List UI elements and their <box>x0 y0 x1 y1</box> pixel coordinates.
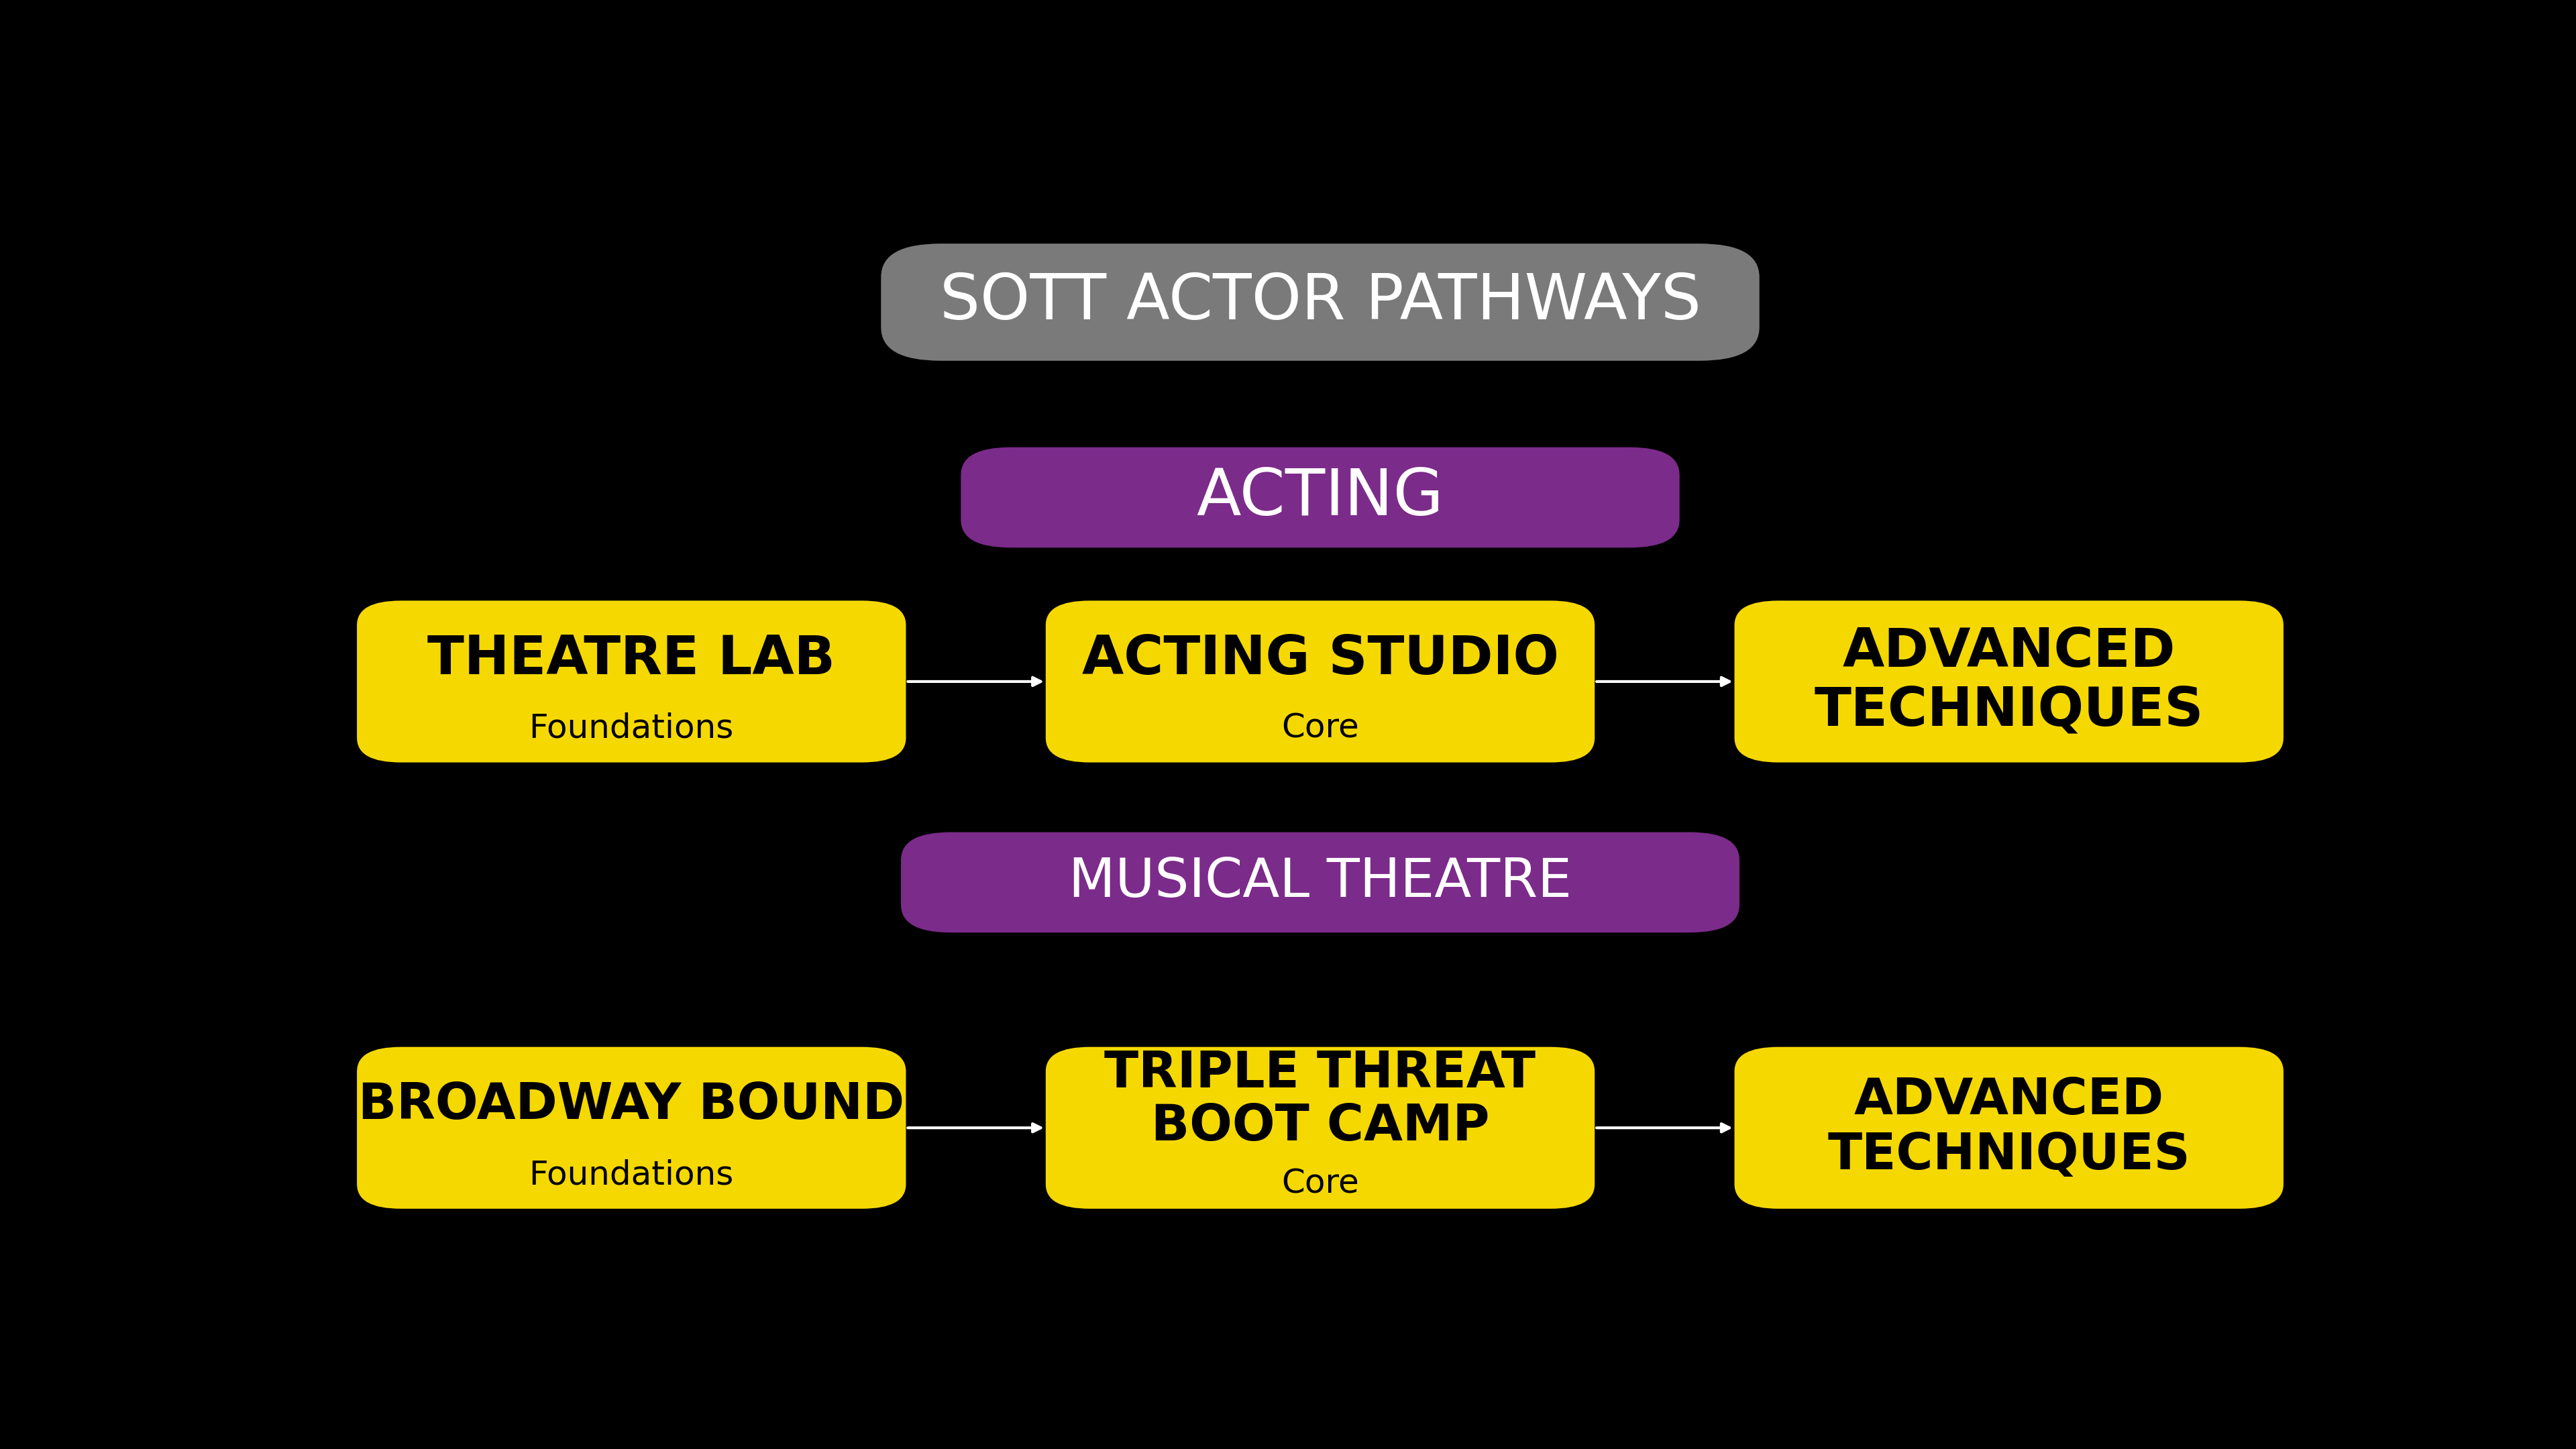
Text: BROADWAY BOUND: BROADWAY BOUND <box>358 1081 904 1130</box>
FancyBboxPatch shape <box>902 832 1739 933</box>
FancyBboxPatch shape <box>358 1048 907 1208</box>
Text: ADVANCED
TECHNIQUES: ADVANCED TECHNIQUES <box>1826 1077 2190 1179</box>
FancyBboxPatch shape <box>358 601 907 762</box>
Text: ADVANCED
TECHNIQUES: ADVANCED TECHNIQUES <box>1814 626 2202 738</box>
Text: ACTING: ACTING <box>1195 467 1445 529</box>
Text: Core: Core <box>1280 713 1360 745</box>
Text: MUSICAL THEATRE: MUSICAL THEATRE <box>1069 856 1571 909</box>
Text: SOTT ACTOR PATHWAYS: SOTT ACTOR PATHWAYS <box>940 271 1700 333</box>
Text: Core: Core <box>1280 1168 1360 1200</box>
Text: THEATRE LAB: THEATRE LAB <box>428 633 835 685</box>
Text: ACTING STUDIO: ACTING STUDIO <box>1082 633 1558 685</box>
FancyBboxPatch shape <box>1046 601 1595 762</box>
FancyBboxPatch shape <box>881 243 1759 361</box>
FancyBboxPatch shape <box>961 448 1680 548</box>
FancyBboxPatch shape <box>1734 601 2282 762</box>
Text: Foundations: Foundations <box>528 1159 734 1191</box>
Text: Foundations: Foundations <box>528 713 734 745</box>
FancyBboxPatch shape <box>1046 1048 1595 1208</box>
FancyBboxPatch shape <box>1734 1048 2282 1208</box>
Text: TRIPLE THREAT
BOOT CAMP: TRIPLE THREAT BOOT CAMP <box>1105 1049 1535 1151</box>
